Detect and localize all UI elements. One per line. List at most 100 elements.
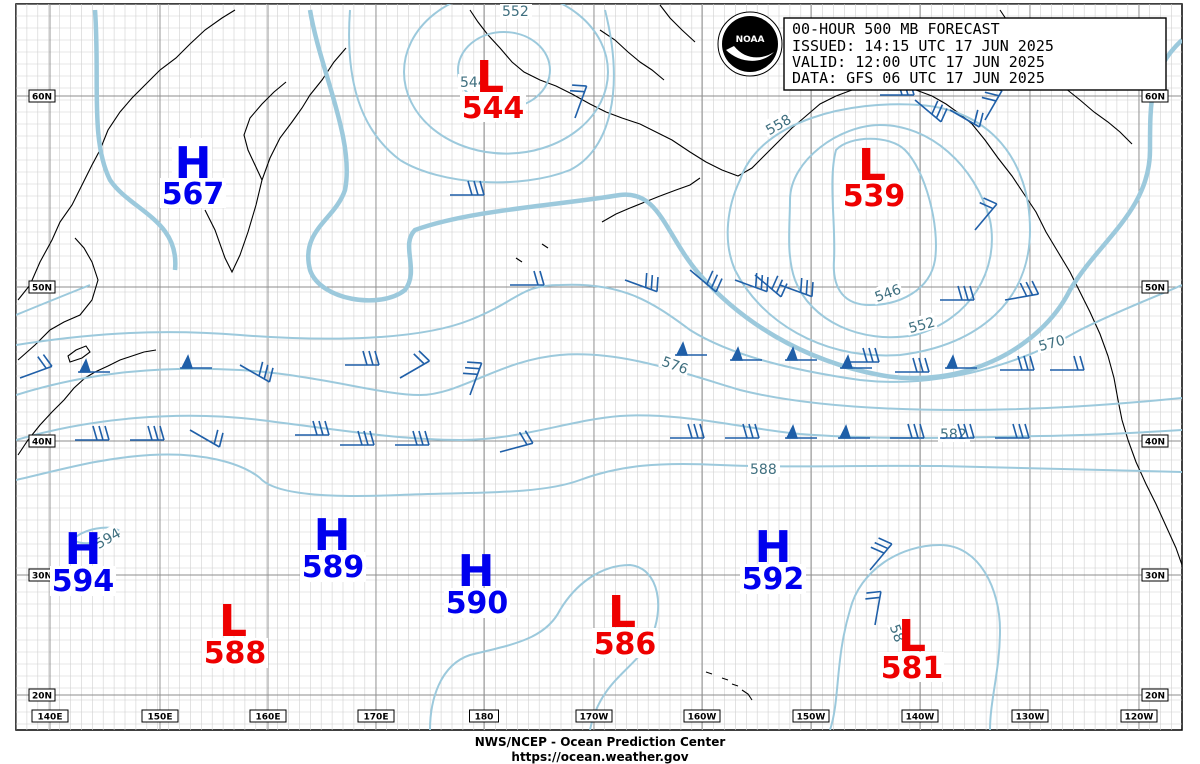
longitude-label-box [31, 709, 69, 723]
grid-minor [16, 4, 1182, 730]
contour-552-ridge [726, 103, 1032, 357]
latitude-label: 60N [32, 93, 52, 103]
longitude-label: 170W [580, 713, 609, 723]
wind-barb [1004, 280, 1040, 301]
latitude-label-box [28, 280, 56, 294]
longitude-label-box [792, 709, 830, 723]
wind-barb [865, 590, 882, 626]
contour-label: 582 [940, 427, 967, 443]
low-value: 588 [204, 636, 267, 671]
longitude-label-box [901, 709, 939, 723]
low-value: 586 [594, 627, 657, 662]
wind-pennant [838, 424, 870, 439]
wind-barb [754, 274, 788, 298]
wind-pennant [180, 354, 212, 369]
contour-main-trough [92, 9, 1182, 381]
longitude-label: 150W [797, 713, 826, 723]
wind-barb [624, 272, 659, 293]
wind-barb [395, 430, 430, 446]
longitude-label: 170E [364, 713, 389, 723]
longitude-label: 160W [688, 713, 717, 723]
longitude-label-box [249, 709, 287, 723]
longitude-label: 140W [906, 713, 935, 723]
wind-barb [239, 361, 274, 383]
low-581: L 581 [878, 611, 944, 686]
latitude-label-box [28, 688, 56, 702]
wind-barb [689, 269, 723, 293]
contour-564-left [16, 284, 91, 316]
wind-barb [974, 197, 998, 231]
high-589: H 589 [300, 510, 366, 585]
wind-pennant [675, 341, 707, 356]
latitude-label: 40N [32, 438, 52, 448]
longitude-label: 120W [1125, 713, 1154, 723]
high-value: 594 [52, 564, 115, 599]
low-value: 581 [881, 651, 944, 686]
map-frame [15, 3, 1183, 731]
wind-barb [19, 354, 53, 379]
data-line: DATA: GFS 06 UTC 17 JUN 2025 [792, 69, 1045, 87]
low-value: 539 [843, 179, 906, 214]
valid-line: VALID: 12:00 UTC 17 JUN 2025 [792, 53, 1045, 71]
latitude-label: 30N [32, 572, 52, 582]
latitude-label-box [1141, 688, 1169, 702]
latitude-label: 20N [32, 692, 52, 702]
contour-546-ring [788, 123, 993, 339]
latitude-label: 60N [1145, 93, 1165, 103]
contour-581-ring [829, 543, 1002, 730]
wind-barb [670, 423, 705, 439]
wind-barb [499, 430, 534, 453]
height-contours [16, 4, 1182, 730]
latitude-labels: 60N 60N 50N 50N 40N 40N 30N 30N 20N 20N [28, 89, 1169, 702]
latitude-label-box [1141, 568, 1169, 582]
low-value: 544 [462, 91, 525, 126]
latitude-label-box [1141, 434, 1169, 448]
wind-barb [399, 350, 431, 379]
wind-barb [1050, 355, 1085, 371]
forecast-info-box: 00-HOUR 500 MB FORECAST ISSUED: 14:15 UT… [783, 17, 1167, 91]
longitude-label-box [683, 709, 721, 723]
latitude-label: 50N [32, 284, 52, 294]
aleutian-islands [515, 177, 701, 263]
kamchatka-coast [204, 47, 347, 274]
wind-barb [949, 109, 984, 128]
longitude-label-box [575, 709, 613, 723]
latitude-label: 30N [1145, 572, 1165, 582]
longitude-label-box [357, 709, 395, 723]
forecast-title: 00-HOUR 500 MB FORECAST [792, 20, 1000, 38]
wind-barb [890, 423, 925, 439]
asia-coast [17, 9, 236, 361]
high-value: 567 [162, 177, 225, 212]
contour-588 [16, 453, 1182, 498]
wind-barb [940, 285, 975, 301]
latitude-label-box [28, 434, 56, 448]
contour-label: 552 [907, 315, 937, 337]
high-value: 592 [742, 562, 805, 597]
contour-576 [16, 353, 1182, 412]
wind-barb [869, 537, 893, 571]
wind-barb [895, 357, 930, 373]
wind-pennant [785, 424, 817, 439]
longitude-label: 130W [1016, 713, 1045, 723]
contour-539-ring [831, 137, 937, 307]
wind-barb [510, 270, 545, 286]
wind-barb [130, 425, 165, 441]
wind-barb [189, 429, 224, 448]
latitude-label: 20N [1145, 692, 1165, 702]
wind-pennant [785, 346, 817, 361]
latitude-label-box [1141, 280, 1169, 294]
longitude-label-box [1011, 709, 1049, 723]
contour-label: 570 [1037, 333, 1067, 355]
footer-center-name: NWS/NCEP - Ocean Prediction Center [474, 735, 726, 749]
low-544: L 544 [460, 52, 526, 126]
issued-line: ISSUED: 14:15 UTC 17 JUN 2025 [792, 37, 1054, 55]
wind-barb [569, 84, 588, 119]
pressure-systems: H 567 L 544 L 539 H 594 H 589 H 590 [50, 52, 944, 686]
wind-barb [940, 423, 975, 439]
contour-582 [16, 414, 1182, 442]
longitude-label: 150E [148, 713, 173, 723]
noaa-logo: NOAA [717, 11, 783, 77]
contour-label: 552 [502, 4, 529, 20]
longitude-label-box [469, 709, 499, 723]
